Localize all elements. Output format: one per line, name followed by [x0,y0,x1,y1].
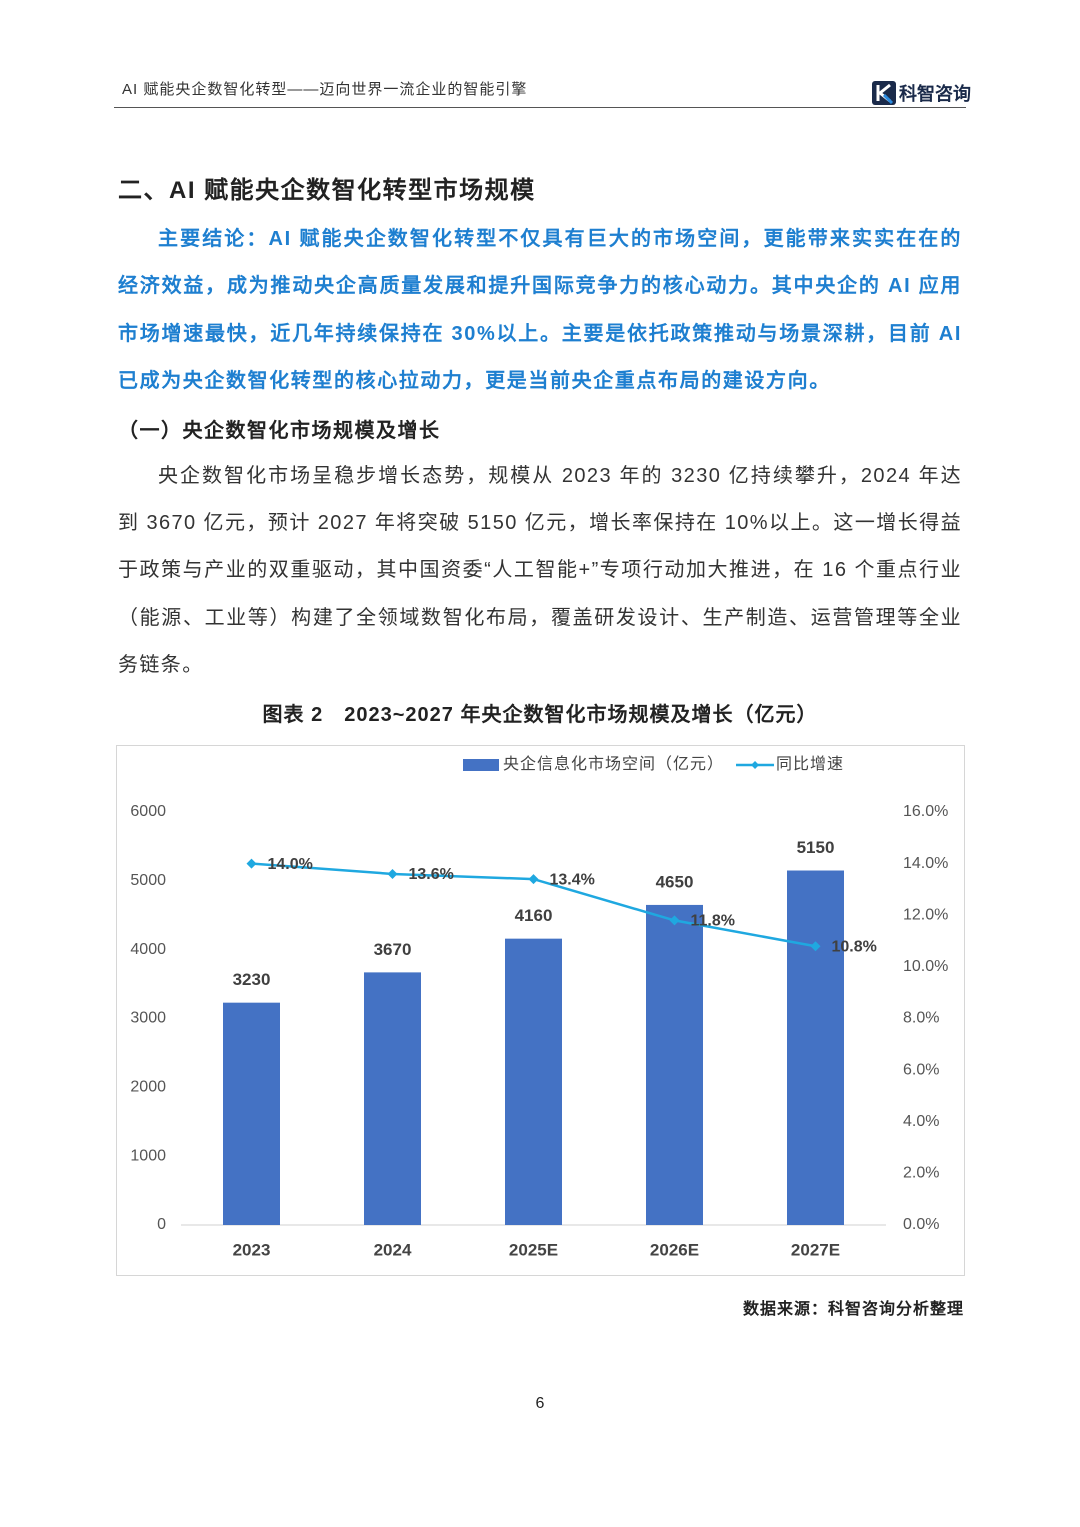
line-marker [528,874,539,885]
bar-value-label: 4160 [515,906,553,925]
figure-caption: 图表 2 2023~2027 年央企数智化市场规模及增长（亿元） [262,704,818,726]
legend-label: 同比增速 [776,755,844,773]
x-tick-label: 2025E [509,1240,558,1259]
y-tick-label: 1000 [130,1147,166,1164]
line-value-label: 14.0% [268,856,313,873]
brand: 科智咨询 [872,80,971,106]
y2-tick-label: 8.0% [903,1010,939,1027]
y-tick-label: 6000 [130,803,166,820]
bar-value-label: 4650 [656,872,694,891]
legend-swatch [463,759,499,771]
y-tick-label: 2000 [130,1079,166,1096]
y2-tick-label: 16.0% [903,803,948,820]
source: 数据来源：科智咨询分析整理 [742,1301,964,1318]
line-marker [387,868,398,879]
x-tick-label: 2027E [791,1240,840,1259]
x-tick-label: 2024 [374,1240,412,1259]
x-tick-label: 2023 [233,1240,271,1259]
line-value-label: 10.8% [832,938,877,955]
bar [646,904,703,1225]
line-value-label: 11.8% [691,913,735,930]
header-rule [114,107,966,108]
y2-tick-label: 14.0% [903,855,948,872]
y2-tick-label: 0.0% [903,1216,939,1233]
bar [505,938,562,1225]
line-marker [669,915,680,926]
bar-value-label: 3230 [233,970,271,989]
y2-tick-label: 6.0% [903,1061,939,1078]
y-tick-label: 0 [157,1216,166,1233]
chart-frame [116,745,965,1276]
conclusion: 主要结论：AI 赋能央企数智化转型不仅具有巨大的市场空间，更能带来实实在在的经济… [118,228,962,392]
header-title: AI 赋能央企数智化转型——迈向世界一流企业的智能引擎 [122,81,528,98]
y2-tick-label: 4.0% [903,1113,939,1130]
bar [787,870,844,1225]
line-value-label: 13.4% [550,871,595,888]
bar-value-label: 3670 [374,940,412,959]
brand-name: 科智咨询 [899,84,971,104]
line-marker [810,941,821,952]
x-tick-label: 2026E [650,1240,699,1259]
page-number: 6 [535,1395,545,1412]
bar [223,1002,280,1225]
y-tick-label: 4000 [130,941,166,958]
y2-tick-label: 12.0% [903,906,948,923]
subsection-title: （一）央企数智化市场规模及增长 [118,420,441,442]
y-tick-label: 3000 [130,1010,166,1027]
paragraph: 央企数智化市场呈稳步增长态势，规模从 2023 年的 3230 亿持续攀升，20… [118,465,962,676]
bar-value-label: 5150 [797,838,835,857]
y-tick-label: 5000 [130,872,166,889]
line-value-label: 13.6% [409,866,454,883]
legend-label: 央企信息化市场空间（亿元） [503,755,724,773]
y2-tick-label: 2.0% [903,1165,939,1182]
legend-swatch [751,761,760,769]
section-title: 二、AI 赋能央企数智化转型市场规模 [118,177,536,204]
brand-logo [872,81,896,105]
bar [364,972,421,1225]
line-marker [246,858,257,869]
y2-tick-label: 10.0% [903,958,948,975]
